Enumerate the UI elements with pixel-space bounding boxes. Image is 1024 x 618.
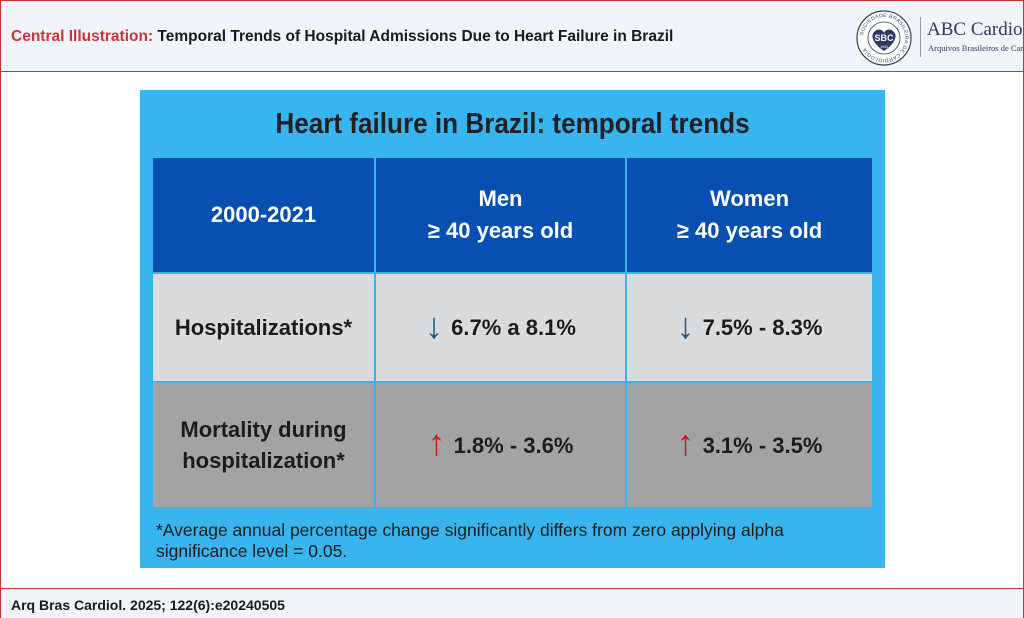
row-label-hospitalizations: Hospitalizations*	[153, 274, 374, 381]
title-text: Temporal Trends of Hospital Admissions D…	[157, 28, 674, 45]
svg-text:SBC: SBC	[874, 33, 894, 43]
hosp-women-value: 7.5% - 8.3%	[702, 314, 823, 340]
row-label-mortality: Mortality during hospitalization*	[153, 383, 374, 507]
trends-panel: Heart failure in Brazil: temporal trends…	[140, 90, 885, 568]
header-bar: Central Illustration: Temporal Trends of…	[1, 1, 1024, 72]
svg-text:1943: 1943	[880, 45, 888, 49]
header-period-text: 2000-2021	[210, 202, 317, 227]
up-arrow-icon: ↑	[676, 422, 695, 463]
sbc-seal-logo: SOCIEDADE BRASILEIRA DE CARDIOLOGIA SBC …	[856, 10, 912, 66]
up-arrow-icon: ↑	[427, 422, 446, 463]
central-illustration-label: Central Illustration:	[11, 28, 154, 45]
journal-subtitle: Arquivos Brasileiros de Cardiologia	[928, 43, 1024, 53]
footer-bar: Arq Bras Cardiol. 2025; 122(6):e20240505	[1, 588, 1023, 618]
hosp-men-value: 6.7% a 8.1%	[451, 314, 576, 340]
header-women: Women ≥ 40 years old	[627, 158, 872, 272]
header-women-text: Women ≥ 40 years old	[676, 186, 823, 243]
mort-men-cell: ↑ 1.8% - 3.6%	[376, 383, 625, 507]
citation: Arq Bras Cardiol. 2025; 122(6):e20240505	[11, 597, 285, 613]
mort-women-cell: ↑ 3.1% - 3.5%	[627, 383, 872, 507]
page-title: Central Illustration: Temporal Trends of…	[11, 28, 673, 46]
row-label-text: Mortality during hospitalization*	[180, 417, 347, 473]
down-arrow-icon: ↓	[676, 304, 695, 346]
row-label-text: Hospitalizations*	[174, 314, 353, 340]
journal-name: ABC Cardiol	[927, 19, 1024, 40]
hosp-men-cell: ↓ 6.7% a 8.1%	[376, 274, 625, 381]
mort-women-value: 3.1% - 3.5%	[702, 432, 823, 458]
down-arrow-icon: ↓	[425, 304, 444, 346]
mort-men-value: 1.8% - 3.6%	[453, 432, 574, 458]
header-men: Men ≥ 40 years old	[376, 158, 625, 272]
logo-divider	[920, 17, 921, 57]
header-period: 2000-2021	[153, 158, 374, 272]
hosp-women-cell: ↓ 7.5% - 8.3%	[627, 274, 872, 381]
footnote: *Average annual percentage change signif…	[156, 520, 784, 561]
panel-title: Heart failure in Brazil: temporal trends	[275, 108, 750, 140]
header-men-text: Men ≥ 40 years old	[427, 186, 574, 243]
